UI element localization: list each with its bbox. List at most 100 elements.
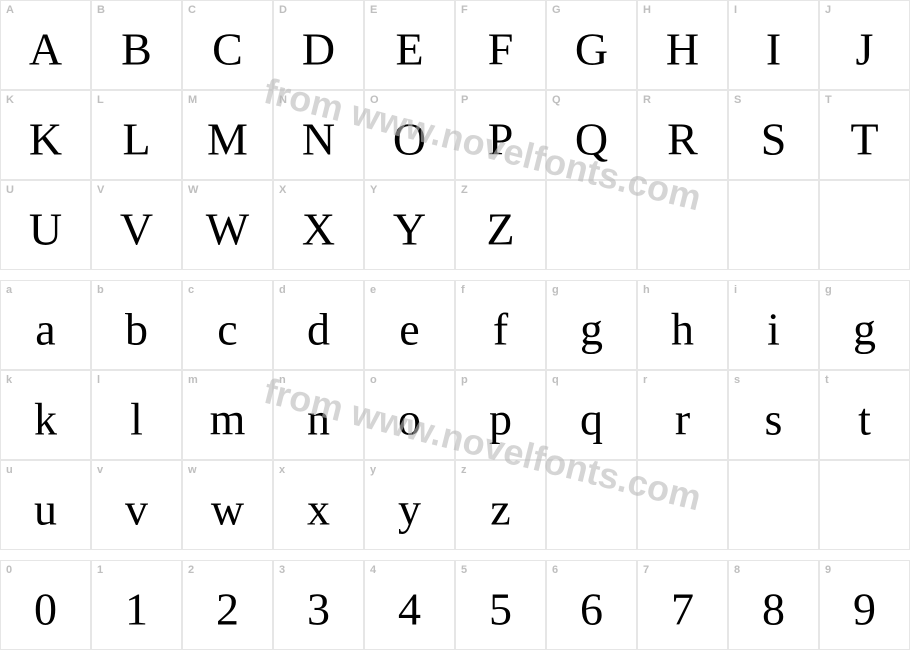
cell-key-label: A	[6, 4, 14, 16]
section-uppercase: AABBCCDDEEFFGGHHIIJJKKLLMMNNOOPPQQRRSSTT…	[0, 0, 911, 270]
cell-key-label: y	[370, 464, 376, 476]
glyph-display: R	[667, 112, 698, 165]
glyph-display: 5	[489, 582, 512, 635]
glyph-display: Y	[393, 202, 426, 255]
cell-key-label: S	[734, 94, 741, 106]
glyph-display: m	[210, 392, 246, 445]
glyph-cell: 88	[728, 560, 819, 650]
glyph-display: g	[580, 302, 603, 355]
cell-key-label: 7	[643, 564, 649, 576]
cell-key-label: Z	[461, 184, 468, 196]
glyph-cell: BB	[91, 0, 182, 90]
glyph-cell: zz	[455, 460, 546, 550]
cell-key-label: u	[6, 464, 13, 476]
glyph-cell: 77	[637, 560, 728, 650]
cell-key-label: D	[279, 4, 287, 16]
glyph-display: H	[666, 22, 699, 75]
glyph-cell	[546, 460, 637, 550]
glyph-cell: nn	[273, 370, 364, 460]
glyph-cell: mm	[182, 370, 273, 460]
glyph-cell: 11	[91, 560, 182, 650]
glyph-display: T	[850, 112, 878, 165]
cell-key-label: z	[461, 464, 467, 476]
glyph-cell: ii	[728, 280, 819, 370]
cell-key-label: Y	[370, 184, 377, 196]
cell-key-label: V	[97, 184, 104, 196]
glyph-display: l	[130, 392, 143, 445]
glyph-cell: CC	[182, 0, 273, 90]
glyph-display: s	[765, 392, 783, 445]
cell-key-label: 9	[825, 564, 831, 576]
glyph-display: 4	[398, 582, 421, 635]
glyph-cell	[819, 180, 910, 270]
glyph-display: W	[206, 202, 249, 255]
glyph-cell: pp	[455, 370, 546, 460]
cell-key-label: F	[461, 4, 468, 16]
glyph-cell: dd	[273, 280, 364, 370]
glyph-display: k	[34, 392, 57, 445]
section-lowercase: aabbccddeeffgghhiiggkkllmmnnooppqqrrsstt…	[0, 280, 911, 550]
glyph-cell: KK	[0, 90, 91, 180]
glyph-cell: JJ	[819, 0, 910, 90]
glyph-display: 8	[762, 582, 785, 635]
glyph-cell: DD	[273, 0, 364, 90]
glyph-display: A	[29, 22, 62, 75]
cell-key-label: J	[825, 4, 831, 16]
glyph-cell: 66	[546, 560, 637, 650]
cell-key-label: O	[370, 94, 379, 106]
cell-key-label: d	[279, 284, 286, 296]
cell-key-label: q	[552, 374, 559, 386]
glyph-cell: 99	[819, 560, 910, 650]
glyph-cell: cc	[182, 280, 273, 370]
glyph-cell: MM	[182, 90, 273, 180]
cell-key-label: U	[6, 184, 14, 196]
cell-key-label: 3	[279, 564, 285, 576]
glyph-cell: RR	[637, 90, 728, 180]
glyph-cell: GG	[546, 0, 637, 90]
glyph-cell	[637, 460, 728, 550]
glyph-display: 7	[671, 582, 694, 635]
cell-key-label: K	[6, 94, 14, 106]
glyph-display: L	[122, 112, 150, 165]
cell-key-label: Q	[552, 94, 561, 106]
glyph-cell: 00	[0, 560, 91, 650]
glyph-display: C	[212, 22, 243, 75]
cell-key-label: B	[97, 4, 105, 16]
glyph-display: U	[29, 202, 62, 255]
glyph-display: Q	[575, 112, 608, 165]
glyph-cell: EE	[364, 0, 455, 90]
cell-key-label: R	[643, 94, 651, 106]
glyph-cell: II	[728, 0, 819, 90]
glyph-cell: oo	[364, 370, 455, 460]
cell-key-label: i	[734, 284, 737, 296]
cell-key-label: s	[734, 374, 740, 386]
cell-key-label: l	[97, 374, 100, 386]
glyph-display: w	[211, 482, 244, 535]
glyph-display: h	[671, 302, 694, 355]
glyph-cell: SS	[728, 90, 819, 180]
glyph-cell: PP	[455, 90, 546, 180]
glyph-cell: bb	[91, 280, 182, 370]
glyph-display: Z	[486, 202, 514, 255]
section-digits: 00112233445566778899	[0, 560, 911, 650]
glyph-cell: AA	[0, 0, 91, 90]
glyph-display: 1	[125, 582, 148, 635]
glyph-display: y	[398, 482, 421, 535]
glyph-cell: gg	[819, 280, 910, 370]
cell-key-label: M	[188, 94, 197, 106]
cell-key-label: T	[825, 94, 832, 106]
cell-key-label: 8	[734, 564, 740, 576]
glyph-display: o	[398, 392, 421, 445]
glyph-display: 3	[307, 582, 330, 635]
glyph-cell: HH	[637, 0, 728, 90]
cell-key-label: C	[188, 4, 196, 16]
cell-key-label: w	[188, 464, 197, 476]
glyph-cell: 33	[273, 560, 364, 650]
glyph-display: N	[302, 112, 335, 165]
glyph-cell: OO	[364, 90, 455, 180]
glyph-display: g	[853, 302, 876, 355]
glyph-cell: QQ	[546, 90, 637, 180]
glyph-cell: xx	[273, 460, 364, 550]
cell-key-label: I	[734, 4, 737, 16]
cell-key-label: P	[461, 94, 468, 106]
